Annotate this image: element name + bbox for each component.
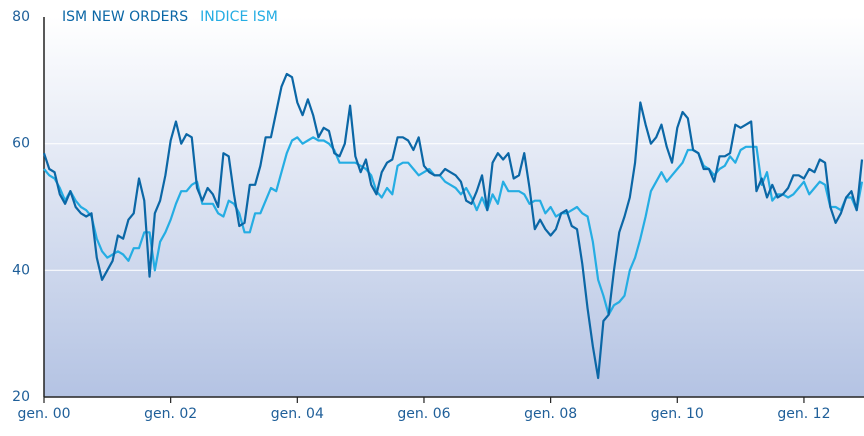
x-tick-label: gen. 04	[271, 406, 324, 422]
x-tick-label: gen. 10	[651, 406, 704, 422]
line-series	[43, 136, 864, 316]
x-tick-label: gen. 02	[144, 406, 197, 422]
line-series	[42, 72, 864, 380]
y-tick-label: 80	[12, 9, 30, 25]
y-tick-label: 20	[12, 389, 30, 405]
legend-label: INDICE ISM	[200, 9, 278, 25]
x-tick-label: gen. 06	[397, 406, 450, 422]
y-tick-label: 40	[12, 262, 30, 278]
legend-label: ISM NEW ORDERS	[62, 9, 188, 25]
plot-background	[44, 17, 864, 397]
x-tick-label: gen. 12	[777, 406, 830, 422]
y-tick-label: 60	[12, 136, 30, 152]
x-tick-label: gen. 08	[524, 406, 577, 422]
x-tick-label: gen. 00	[17, 406, 70, 422]
